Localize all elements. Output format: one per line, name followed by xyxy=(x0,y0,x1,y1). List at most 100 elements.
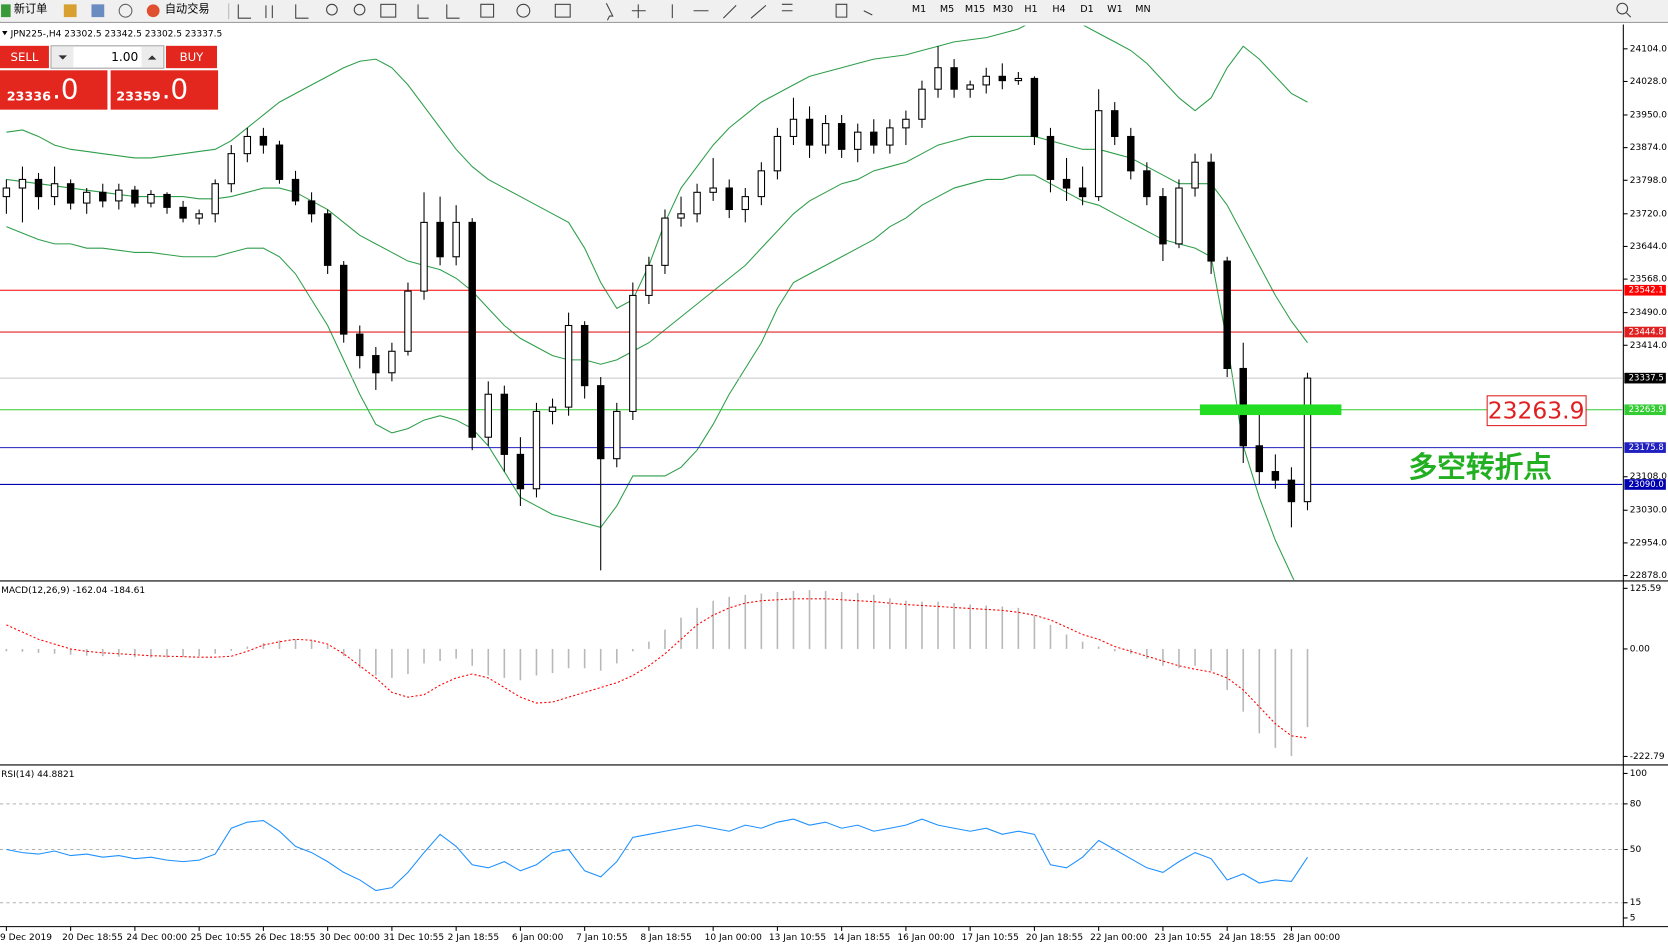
price-level-label: 23090.0 xyxy=(1629,480,1664,490)
y-tick-label: 23414.0 xyxy=(1630,341,1668,351)
chart-tools[interactable] xyxy=(237,3,873,21)
x-tick-label: 20 Jan 18:55 xyxy=(1026,933,1083,943)
toolbar: 新订单 自动交易 M1 M5 M15 M30 H1 H4 D1 W1 MN xyxy=(0,0,1668,23)
candle-body xyxy=(404,290,412,352)
y-tick-label: 23490.0 xyxy=(1630,308,1668,318)
icon[interactable] xyxy=(118,3,133,18)
bollinger-lower xyxy=(6,174,1295,580)
indicator-title: MACD(12,26,9) -162.04 -184.61 xyxy=(1,586,145,596)
candle-body xyxy=(837,123,846,150)
candle-body xyxy=(950,67,958,90)
lots-field[interactable] xyxy=(50,45,165,69)
icon[interactable] xyxy=(63,4,77,18)
sell-label[interactable]: SELL xyxy=(11,50,39,64)
candle-body xyxy=(211,183,219,215)
candle-body xyxy=(420,221,428,292)
new-order-icon[interactable] xyxy=(1,4,11,18)
candle-body xyxy=(323,213,332,266)
price-level-label: 23263.9 xyxy=(1629,405,1664,415)
icon[interactable] xyxy=(91,4,105,18)
candle-body xyxy=(532,410,541,490)
buy-price-box[interactable] xyxy=(110,70,219,110)
price-level-label: 23175.8 xyxy=(1629,443,1664,453)
zoom-out[interactable] xyxy=(353,3,366,16)
y-tick-label: 22878.0 xyxy=(1630,571,1668,581)
y-tick-label: 50 xyxy=(1630,845,1642,855)
candle-body xyxy=(1143,170,1151,198)
indicator-title: RSI(14) 44.8821 xyxy=(1,770,74,780)
candle-body xyxy=(1094,110,1103,198)
y-tick-label: 23030.0 xyxy=(1630,506,1668,516)
main-plot xyxy=(0,25,1623,580)
sell-price[interactable]: 23336 xyxy=(7,89,51,104)
candle-body xyxy=(886,127,894,146)
buy-price[interactable]: 23359 xyxy=(116,89,160,104)
candle-body xyxy=(259,135,268,146)
x-tick-label: 6 Jan 00:00 xyxy=(512,933,564,943)
periods[interactable] xyxy=(516,3,531,18)
toolbar-bg xyxy=(0,0,1668,23)
candle-body xyxy=(1223,260,1231,369)
timeframe-button[interactable]: M15 xyxy=(965,4,985,15)
timeframe-button[interactable]: D1 xyxy=(1080,4,1093,15)
price-level-box xyxy=(1624,442,1666,453)
sell-price-box[interactable] xyxy=(0,70,108,110)
auto-trading-button[interactable]: 自动交易 xyxy=(165,2,210,16)
candle-body xyxy=(484,393,492,438)
macd-plot xyxy=(5,590,1309,757)
timeframe-button[interactable]: MN xyxy=(1135,4,1150,15)
timeframe-button[interactable]: H1 xyxy=(1024,4,1037,15)
candle-body xyxy=(548,406,557,412)
lots-value[interactable]: 1.00 xyxy=(111,50,138,64)
tile[interactable] xyxy=(380,3,397,18)
search-icon[interactable] xyxy=(1616,2,1629,15)
candle-body xyxy=(998,75,1007,82)
candle-body xyxy=(179,206,187,219)
turning-point-bar xyxy=(1199,404,1342,416)
search-icon xyxy=(1626,12,1632,18)
candle-body xyxy=(1271,471,1280,481)
candle-body xyxy=(436,221,444,258)
candle-body xyxy=(1127,135,1135,172)
drawing-tools[interactable] xyxy=(605,3,873,21)
candle-body xyxy=(757,170,766,198)
price-level-label: 23542.1 xyxy=(1629,286,1664,296)
timeframe-button[interactable]: W1 xyxy=(1107,4,1123,15)
timeframe-button[interactable]: M30 xyxy=(993,4,1013,15)
x-tick-label: 22 Jan 00:00 xyxy=(1090,933,1147,943)
x-tick-label: 13 Jan 10:55 xyxy=(769,933,826,943)
candle-body xyxy=(82,191,91,204)
y-tick-label: 80 xyxy=(1630,799,1642,809)
y-tick-label: 23108.0 xyxy=(1630,472,1668,482)
bollinger-middle xyxy=(6,135,1308,365)
candle-body xyxy=(1159,196,1167,245)
templates[interactable] xyxy=(554,3,571,18)
x-tick-label: 24 Dec 00:00 xyxy=(126,933,187,943)
candle-body xyxy=(1078,187,1087,198)
candle-body xyxy=(388,350,396,374)
candle-body xyxy=(1175,187,1183,245)
timeframe-button[interactable]: M5 xyxy=(940,4,954,15)
y-tick-label: 23720.0 xyxy=(1630,209,1668,219)
sell-price-digits[interactable]: .0 xyxy=(52,73,78,106)
timeframe-button[interactable]: M1 xyxy=(912,4,926,15)
buy-label[interactable]: BUY xyxy=(180,50,205,64)
sell-button[interactable] xyxy=(0,45,49,69)
x-tick-label: 2 Jan 18:55 xyxy=(448,933,499,943)
buy-price-digits[interactable]: .0 xyxy=(162,73,188,106)
candle-body xyxy=(1111,110,1119,137)
new-order-button[interactable]: 新订单 xyxy=(14,2,47,16)
candle-body xyxy=(1255,445,1264,473)
candle-body xyxy=(291,178,300,202)
buy-button[interactable] xyxy=(165,45,218,69)
x-tick-label: 14 Jan 18:55 xyxy=(833,933,890,943)
chart-type-icons[interactable] xyxy=(237,4,309,19)
x-tick-label: 20 Dec 18:55 xyxy=(62,933,123,943)
timeframe-button[interactable]: H4 xyxy=(1052,4,1065,15)
scroll-icons[interactable] xyxy=(417,3,495,19)
price-level-box xyxy=(1624,404,1666,416)
candle-body xyxy=(339,264,348,335)
y-tick-label: 23950.0 xyxy=(1630,110,1668,120)
auto-trading-icon[interactable] xyxy=(146,4,160,18)
zoom-in[interactable] xyxy=(326,3,338,16)
